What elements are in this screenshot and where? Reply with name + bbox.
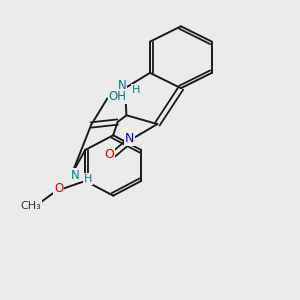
Text: N: N — [70, 169, 79, 182]
Text: CH₃: CH₃ — [20, 201, 41, 211]
Text: OH: OH — [109, 90, 127, 103]
Text: H: H — [84, 174, 92, 184]
Text: O: O — [104, 148, 114, 161]
Text: H: H — [132, 85, 140, 94]
Text: O: O — [54, 182, 63, 195]
Text: N: N — [118, 79, 126, 92]
Text: N: N — [125, 132, 134, 145]
